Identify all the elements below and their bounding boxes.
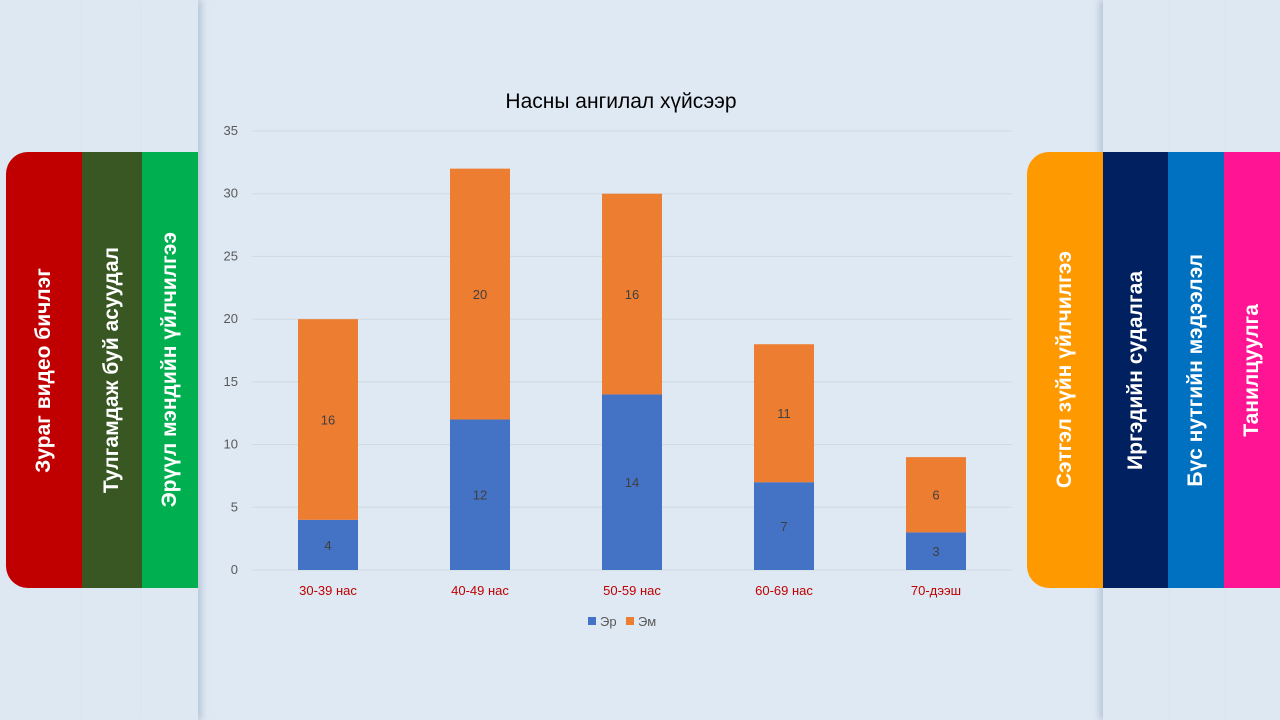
tab-health-services[interactable]: Эрүүл мэндийн үйлчилгээ — [142, 152, 198, 588]
tab-regional-info[interactable]: Бүс нутгийн мэдээлэл — [1168, 152, 1224, 588]
bars: 4 16 12 20 14 16 7 11 3 6 — [298, 168, 966, 570]
y-axis: 0 5 10 15 20 25 30 35 — [224, 123, 238, 577]
data-label: 3 — [932, 544, 939, 559]
data-label: 7 — [780, 519, 787, 534]
chart-title: Насны ангилал хүйсээр — [505, 90, 736, 113]
tab-psychological-services[interactable]: Сэтгэл зүйн үйлчилгээ — [1027, 152, 1103, 588]
tab-health-services-label: Эрүүл мэндийн үйлчилгээ — [158, 232, 181, 508]
bar-segment-er — [754, 482, 814, 570]
tab-current-issues[interactable]: Тулгамдаж буй асуудал — [82, 152, 142, 588]
tab-citizen-survey-label: Иргэдийн судалгаа — [1123, 270, 1147, 470]
bar-segment-em — [754, 344, 814, 483]
legend-swatch — [626, 617, 634, 625]
tab-introduction[interactable]: Танилцуулга — [1224, 152, 1280, 588]
data-label: 11 — [777, 406, 791, 421]
y-tick-label: 5 — [231, 499, 238, 514]
legend-label: Эм — [638, 614, 656, 629]
tab-citizen-survey[interactable]: Иргэдийн судалгаа — [1103, 152, 1168, 588]
legend: Эр Эм — [588, 614, 656, 629]
data-label: 4 — [324, 538, 331, 553]
tab-current-issues-label: Тулгамдаж буй асуудал — [100, 246, 123, 494]
bar-segment-em — [298, 319, 358, 520]
bar-segment-em — [906, 457, 966, 533]
data-label: 6 — [932, 488, 939, 503]
bar-segment-em — [450, 168, 510, 420]
legend-label: Эр — [600, 614, 617, 629]
data-label: 20 — [473, 287, 487, 302]
bar-segment-er — [298, 519, 358, 570]
y-tick-label: 35 — [224, 123, 238, 138]
y-tick-label: 20 — [224, 311, 238, 326]
stacked-bar-chart: Насны ангилал хүйсээр 0 5 10 15 20 25 30 35 4 16… — [224, 90, 1012, 629]
y-tick-label: 15 — [224, 374, 238, 389]
x-tick-label: 40-49 нас — [451, 583, 509, 598]
data-label: 12 — [473, 488, 487, 503]
bar-segment-er — [450, 419, 510, 570]
chart-container: Насны ангилал хүйсээр 0 5 10 15 20 25 30 35 4 16… — [200, 0, 1100, 720]
tab-regional-info-label: Бүс нутгийн мэдээлэл — [1184, 253, 1207, 487]
bar-segment-er — [602, 394, 662, 570]
legend-swatch — [588, 617, 596, 625]
data-label: 16 — [625, 287, 639, 302]
tab-video-recordings[interactable]: Зураг видео бичлэг — [6, 152, 82, 588]
x-axis: 30-39 нас 40-49 нас 50-59 нас 60-69 нас 70-д… — [299, 583, 961, 598]
tab-video-recordings-label: Зураг видео бичлэг — [32, 267, 55, 473]
y-tick-label: 0 — [231, 562, 238, 577]
x-tick-label: 60-69 нас — [755, 583, 813, 598]
x-tick-label: 30-39 нас — [299, 583, 357, 598]
x-tick-label: 50-59 нас — [603, 583, 661, 598]
tab-introduction-label: Танилцуулга — [1240, 303, 1263, 437]
y-tick-label: 10 — [224, 437, 238, 452]
bar-segment-em — [602, 193, 662, 395]
x-tick-label: 70-дээш — [911, 583, 961, 598]
data-label: 14 — [625, 475, 639, 490]
y-tick-label: 30 — [224, 186, 238, 201]
y-tick-label: 25 — [224, 248, 238, 263]
data-label: 16 — [321, 412, 335, 427]
bar-segment-er — [906, 532, 966, 570]
